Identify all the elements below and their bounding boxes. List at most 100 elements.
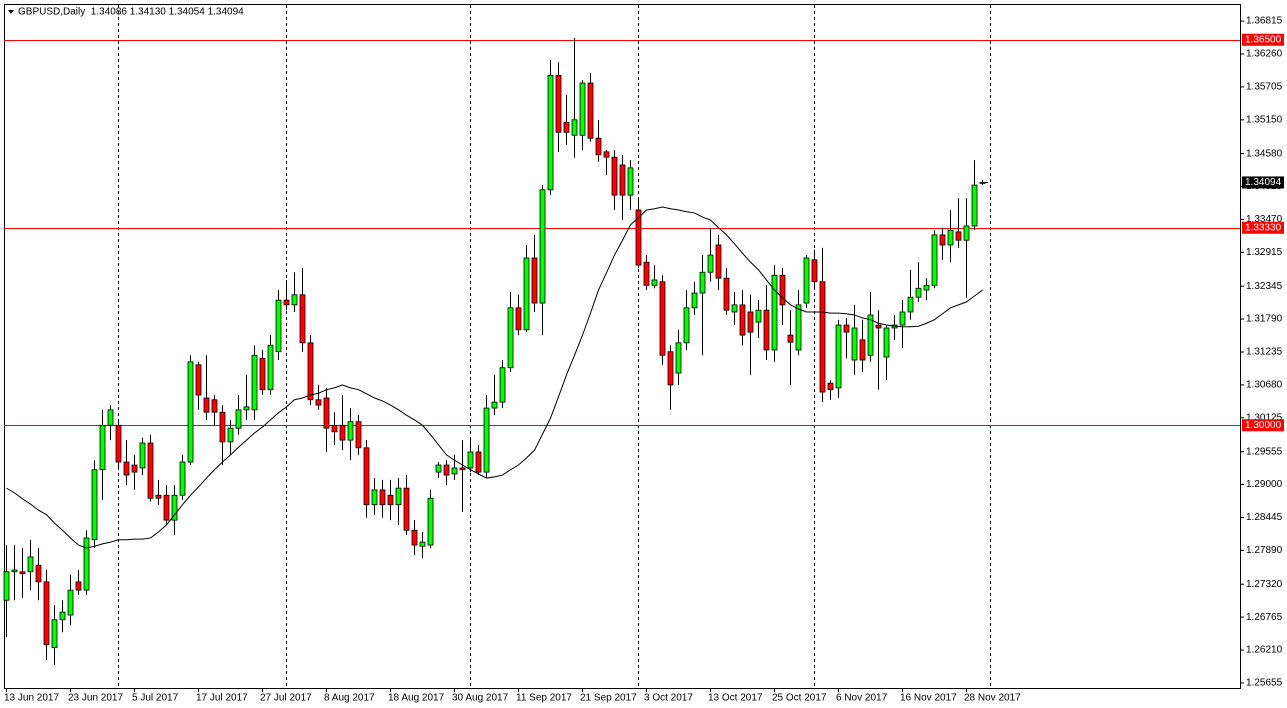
candle-body — [43, 581, 50, 646]
candle-body — [379, 489, 386, 506]
x-tick-label: 25 Oct 2017 — [772, 693, 827, 704]
candle-body — [955, 231, 962, 241]
candle-body — [75, 581, 82, 591]
x-tick-label: 17 Jul 2017 — [196, 693, 248, 704]
y-tick-label: 1.25655 — [1246, 678, 1283, 689]
candle-body — [619, 164, 626, 196]
candle-body — [139, 442, 146, 469]
candle-body — [603, 151, 610, 158]
candle-body — [931, 234, 938, 286]
candle-body — [715, 244, 722, 279]
candle-body — [251, 354, 258, 411]
candle-body — [571, 119, 578, 136]
y-tick-label: 1.35150 — [1246, 114, 1283, 125]
candle-body — [323, 397, 330, 429]
moving-average — [6, 206, 983, 549]
candle-body — [835, 324, 842, 389]
candle-body — [451, 467, 458, 475]
level-label: 1.33330 — [1245, 222, 1282, 233]
y-tick-label: 1.26765 — [1246, 612, 1283, 623]
candle-body — [587, 82, 594, 139]
x-tick-label: 11 Sep 2017 — [516, 693, 572, 704]
x-tick-label: 8 Aug 2017 — [324, 693, 375, 704]
candle-body — [515, 307, 522, 331]
candle-body — [755, 309, 762, 323]
candle-body — [747, 311, 754, 333]
candle-body — [27, 556, 34, 573]
candle-body — [35, 564, 42, 583]
candle-body — [803, 257, 810, 304]
y-tick-label: 1.28445 — [1246, 512, 1283, 523]
candle-body — [171, 494, 178, 521]
candle-body — [115, 424, 122, 463]
candle-body — [163, 494, 170, 521]
candle-body — [83, 537, 90, 591]
y-tick-label: 1.31235 — [1246, 347, 1283, 358]
y-tick-label: 1.27320 — [1246, 579, 1283, 590]
level-label-box — [1242, 221, 1284, 234]
candle-body — [283, 299, 290, 306]
candle-body — [419, 541, 426, 547]
candle-body — [459, 467, 466, 471]
x-tick-label: 5 Jul 2017 — [132, 693, 179, 704]
candle-body — [611, 156, 618, 196]
candle-body — [211, 399, 218, 413]
candle-body — [819, 281, 826, 393]
y-tick-label: 1.32915 — [1246, 247, 1283, 258]
candle-body — [291, 294, 298, 306]
candle-body — [787, 334, 794, 343]
candle-body — [187, 361, 194, 463]
candle-body — [555, 74, 562, 133]
x-tick-label: 6 Nov 2017 — [836, 693, 888, 704]
candle-body — [627, 167, 634, 196]
candle-body — [267, 344, 274, 391]
level-label-box — [1242, 33, 1284, 46]
candle-body — [539, 189, 546, 304]
candle-body — [131, 464, 138, 473]
candle-body — [427, 497, 434, 546]
level-label: 1.30000 — [1245, 420, 1282, 431]
candle-body — [203, 397, 210, 413]
x-tick-label: 21 Sep 2017 — [580, 693, 637, 704]
candle-body — [691, 292, 698, 309]
y-tick-label: 1.36260 — [1246, 49, 1283, 60]
chart-title: GBPUSD,Daily 1.34086 1.34130 1.34054 1.3… — [18, 7, 244, 18]
level-label-box — [1242, 419, 1284, 432]
candle-body — [667, 351, 674, 386]
candle-body — [827, 382, 834, 391]
candle-body — [395, 487, 402, 506]
candle-body — [499, 367, 506, 403]
x-tick-label: 28 Nov 2017 — [964, 693, 1021, 704]
level-label: 1.36500 — [1245, 34, 1282, 45]
candle-body — [963, 225, 970, 241]
x-tick-label: 13 Oct 2017 — [708, 693, 763, 704]
candle-body — [67, 589, 74, 616]
y-tick-label: 1.26210 — [1246, 645, 1283, 656]
candle-body — [763, 309, 770, 351]
candle-body — [875, 324, 882, 329]
candle-body — [371, 489, 378, 506]
candle-body — [635, 209, 642, 266]
candle-body — [435, 464, 442, 473]
candle-body — [795, 304, 802, 351]
candle-body — [859, 339, 866, 361]
candle-body — [243, 406, 250, 411]
candle-body — [595, 137, 602, 156]
candle-body — [59, 611, 66, 621]
candle-body — [467, 451, 474, 469]
menu-arrow — [8, 10, 14, 14]
candle-body — [227, 427, 234, 443]
candle-body — [507, 307, 514, 369]
y-tick-label: 1.32345 — [1246, 281, 1283, 292]
x-tick-label: 18 Aug 2017 — [388, 693, 445, 704]
candle-body — [307, 342, 314, 401]
candle-body — [219, 411, 226, 443]
candle-body — [723, 277, 730, 311]
candle-body — [403, 487, 410, 531]
candle-body — [155, 494, 162, 499]
last-price-box — [1242, 176, 1284, 189]
candle-body — [923, 284, 930, 291]
y-tick-label: 1.27890 — [1246, 545, 1283, 556]
candle-body — [867, 314, 874, 356]
